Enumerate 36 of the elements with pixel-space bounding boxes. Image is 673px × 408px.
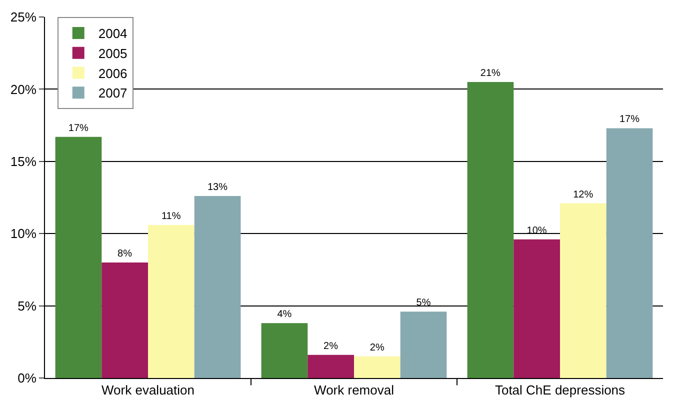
x-tick-label: Total ChE depressions	[494, 382, 626, 398]
y-tick-label: 20%	[10, 82, 37, 97]
data-label: 2%	[324, 340, 338, 352]
bar	[514, 239, 560, 378]
data-label: 21%	[480, 68, 501, 79]
bar	[560, 203, 606, 378]
legend-label: 2006	[98, 66, 128, 81]
y-tick-label: 0%	[18, 370, 37, 386]
bar	[261, 323, 308, 378]
data-label: 4%	[277, 309, 292, 320]
y-tick-label: 10%	[10, 226, 37, 242]
bar	[148, 224, 194, 378]
legend-label: 2007	[98, 86, 128, 101]
data-label: 13%	[207, 182, 228, 194]
x-tick-label: Work evaluation	[102, 382, 194, 398]
data-label: 11%	[161, 210, 181, 222]
bar	[467, 82, 514, 378]
data-label: 12%	[573, 189, 594, 200]
bar	[55, 136, 102, 378]
bar	[102, 262, 148, 378]
bar	[606, 128, 653, 378]
data-label: 17%	[68, 122, 89, 134]
data-label: 5%	[416, 298, 431, 309]
data-label: 8%	[118, 248, 132, 260]
y-tick-label: 15%	[10, 154, 37, 169]
legend-label: 2005	[98, 46, 128, 61]
x-tick-label: Work removal	[314, 382, 394, 398]
bar	[308, 354, 354, 378]
bar	[354, 356, 400, 378]
y-tick-label: 25%	[10, 10, 37, 25]
bar	[400, 312, 447, 378]
data-label: 17%	[619, 114, 640, 126]
y-tick-label: 5%	[18, 298, 37, 314]
bar	[194, 196, 241, 378]
legend-label: 2004	[98, 26, 128, 42]
data-label: 2%	[370, 342, 384, 354]
